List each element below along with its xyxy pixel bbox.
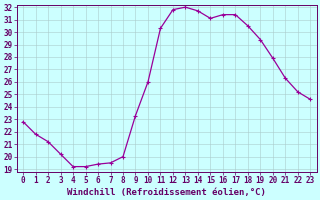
X-axis label: Windchill (Refroidissement éolien,°C): Windchill (Refroidissement éolien,°C)	[67, 188, 266, 197]
